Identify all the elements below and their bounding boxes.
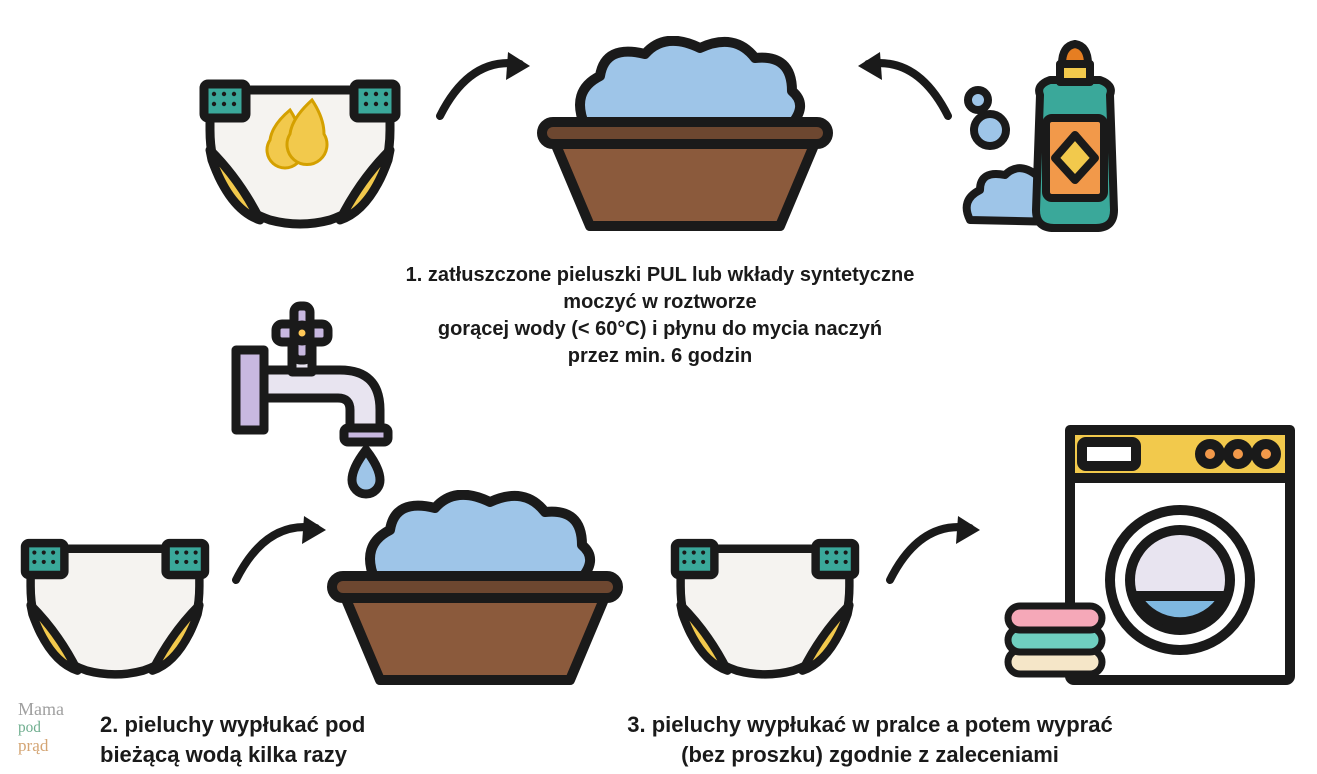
step3-line2: (bez proszku) zgodnie z zaleceniami <box>560 740 1180 770</box>
step-1-text: 1. zatłuszczone pieluszki PUL lub wkłady… <box>370 262 950 370</box>
arrow-icon-4 <box>880 510 990 590</box>
step2-line1: 2. pieluchy wypłukać pod <box>100 710 440 740</box>
arrow-icon-1 <box>430 46 540 126</box>
basin-icon-2 <box>320 490 630 690</box>
watermark-line1: Mama <box>18 700 64 720</box>
basin-icon-1 <box>530 36 840 236</box>
watermark-line3: prąd <box>18 737 64 756</box>
faucet-icon <box>230 300 430 510</box>
watermark: Mama pod prąd <box>18 700 64 755</box>
step1-line4: przez min. 6 godzin <box>370 343 950 370</box>
watermark-line2: pod <box>18 720 64 737</box>
step-3-text: 3. pieluchy wypłukać w pralce a potem wy… <box>560 710 1180 769</box>
soap-bottle-icon <box>950 40 1150 240</box>
step2-line2: bieżącą wodą kilka razy <box>100 740 440 770</box>
folded-laundry-icon <box>1000 600 1110 680</box>
arrow-icon-2 <box>848 46 958 126</box>
diaper-icon-2 <box>10 530 220 680</box>
step1-line2: moczyć w roztworze <box>370 289 950 316</box>
step1-line3: gorącej wody (< 60°C) i płynu do mycia n… <box>370 316 950 343</box>
step1-line1: 1. zatłuszczone pieluszki PUL lub wkłady… <box>370 262 950 289</box>
diaper-icon-3 <box>660 530 870 680</box>
step-2-text: 2. pieluchy wypłukać pod bieżącą wodą ki… <box>100 710 440 769</box>
step3-line1: 3. pieluchy wypłukać w pralce a potem wy… <box>560 710 1180 740</box>
diaper-icon-1 <box>190 70 410 230</box>
